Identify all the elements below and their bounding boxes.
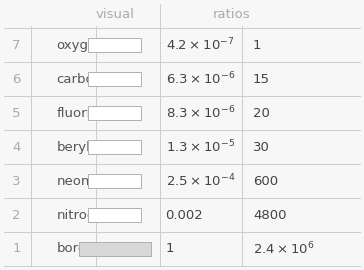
Text: 0.002: 0.002: [166, 208, 203, 222]
Bar: [88, 208, 141, 222]
Text: 600: 600: [253, 175, 278, 188]
Text: 5: 5: [12, 107, 21, 120]
Text: visual: visual: [95, 8, 134, 21]
Text: $2.5\times10^{-4}$: $2.5\times10^{-4}$: [166, 173, 235, 189]
Bar: [88, 38, 141, 52]
Text: 30: 30: [253, 141, 270, 154]
Text: beryllium: beryllium: [56, 141, 119, 154]
Text: 20: 20: [253, 107, 270, 120]
Text: fluorine: fluorine: [56, 107, 107, 120]
Text: oxygen: oxygen: [56, 39, 105, 52]
Bar: [88, 174, 141, 188]
Text: 6: 6: [12, 73, 21, 86]
Text: $1.3\times10^{-5}$: $1.3\times10^{-5}$: [166, 139, 235, 156]
Text: 3: 3: [12, 175, 21, 188]
Bar: [88, 140, 141, 154]
Text: nitrogen: nitrogen: [56, 208, 112, 222]
Text: $6.3\times10^{-6}$: $6.3\times10^{-6}$: [166, 71, 235, 87]
Text: $2.4\times10^{6}$: $2.4\times10^{6}$: [253, 241, 314, 257]
Text: neon: neon: [56, 175, 90, 188]
Text: 2: 2: [12, 208, 21, 222]
Text: 1: 1: [166, 242, 174, 255]
Text: $4.2\times10^{-7}$: $4.2\times10^{-7}$: [166, 37, 234, 54]
Bar: [88, 72, 141, 86]
Text: $8.3\times10^{-6}$: $8.3\times10^{-6}$: [166, 105, 235, 122]
Bar: [88, 106, 141, 120]
Text: carbon: carbon: [56, 73, 103, 86]
Text: 4800: 4800: [253, 208, 286, 222]
Text: boron: boron: [56, 242, 95, 255]
Text: 4: 4: [12, 141, 21, 154]
Text: 7: 7: [12, 39, 21, 52]
Bar: [79, 242, 151, 256]
Text: 15: 15: [253, 73, 270, 86]
Text: 1: 1: [253, 39, 261, 52]
Text: 1: 1: [12, 242, 21, 255]
Text: ratios: ratios: [212, 8, 250, 21]
